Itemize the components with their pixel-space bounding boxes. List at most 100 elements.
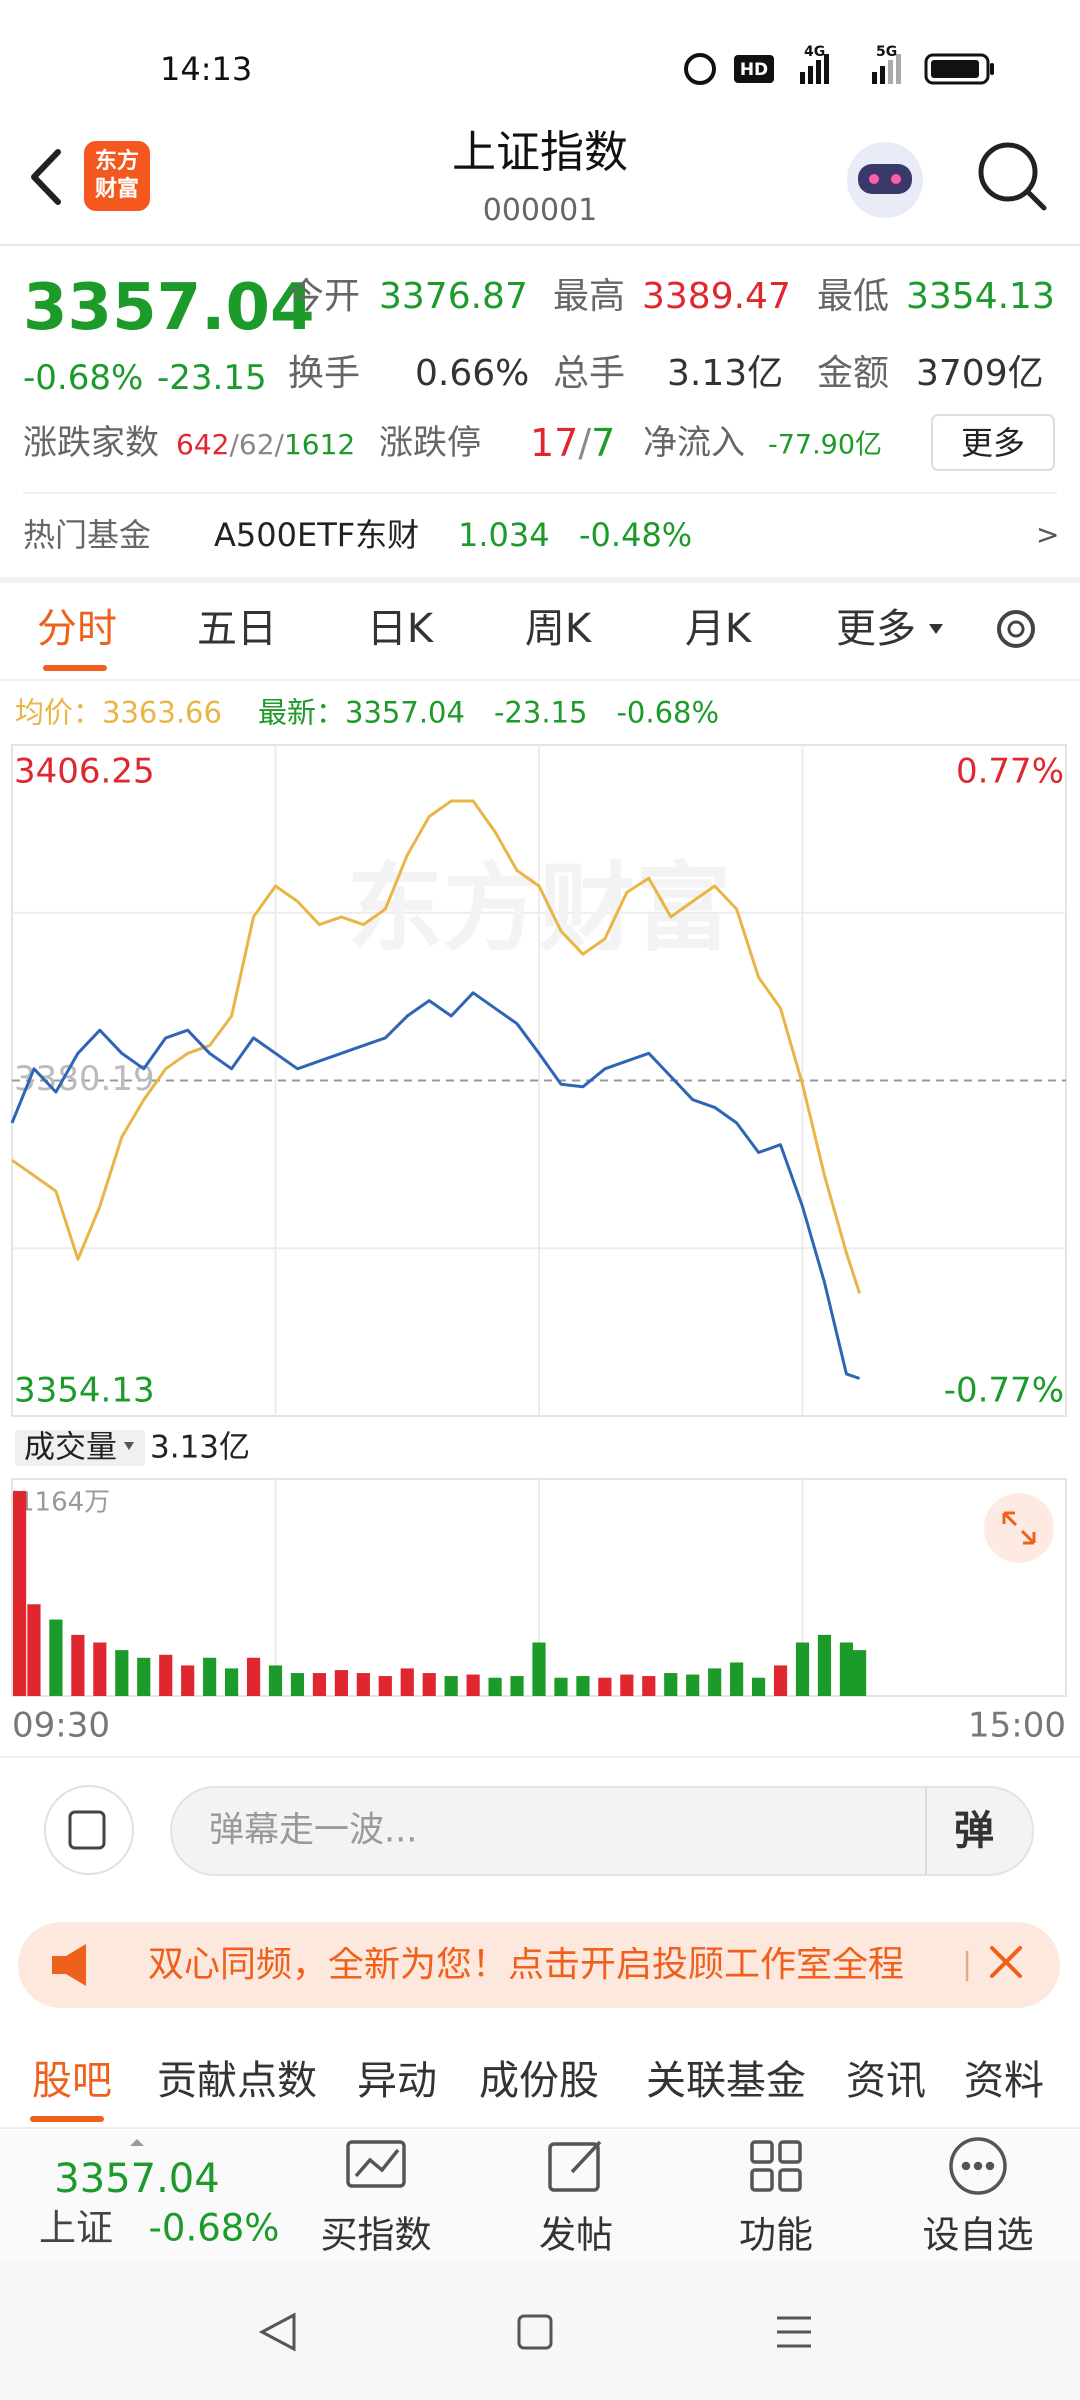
legend-change-pct: -0.68%	[616, 695, 720, 730]
close-banner[interactable]	[990, 1946, 1022, 1978]
danmaku-input[interactable]	[170, 1786, 1034, 1876]
volume-bar	[620, 1674, 634, 1696]
content-tab[interactable]: 贡献点数	[157, 2058, 317, 2104]
content-tab[interactable]: 异动	[357, 2058, 437, 2104]
separator: /	[274, 428, 284, 461]
volume-bar	[853, 1650, 867, 1696]
y-tick-label: 3380.19	[14, 1059, 155, 1099]
separator: /	[578, 421, 592, 465]
volume-bar	[422, 1673, 436, 1696]
volume-bar	[290, 1673, 305, 1696]
legend-value: 3363.66	[102, 695, 222, 730]
stock-code: 000001	[482, 193, 598, 228]
more-label[interactable]: 更多	[960, 424, 1026, 462]
limit-up: 17	[530, 421, 579, 465]
promo-banner[interactable]	[18, 1922, 1060, 2008]
more-button[interactable]	[931, 414, 1055, 471]
stat-value: 3376.87	[379, 276, 528, 317]
chart-tab[interactable]: 更多	[836, 606, 916, 652]
volume-bar	[378, 1676, 392, 1696]
volume-bar	[576, 1676, 590, 1696]
chart-tab[interactable]: 月K	[684, 606, 752, 652]
danmaku-placeholder[interactable]: 弹幕走一波...	[209, 1810, 418, 1851]
fund-change: -0.48%	[579, 516, 693, 554]
danmaku-settings[interactable]	[44, 1785, 134, 1875]
volume-bar	[93, 1642, 107, 1696]
volume-bar	[224, 1668, 239, 1696]
stat-label: 金额	[817, 353, 890, 394]
nav-menu[interactable]	[777, 2316, 811, 2348]
volume-bar	[334, 1670, 348, 1696]
stat-label: 换手	[288, 353, 361, 394]
x-tick-label: 09:30	[12, 1706, 110, 1746]
nav-back[interactable]	[258, 2312, 296, 2352]
action-label[interactable]: 发帖	[539, 2213, 613, 2257]
limit-down: 7	[591, 421, 616, 465]
limit: 17/7	[530, 424, 615, 462]
search-button[interactable]	[978, 142, 1038, 202]
legend-avg: 均价：3363.66	[15, 695, 222, 730]
volume-bar	[312, 1673, 327, 1696]
content-tab[interactable]: 股吧	[32, 2058, 112, 2104]
net-icon: 4G	[804, 44, 825, 60]
action-icons	[346, 2137, 1007, 2195]
volume-bar	[642, 1676, 656, 1696]
app-logo	[84, 141, 150, 211]
volume-bar	[817, 1634, 832, 1696]
volume-bar	[444, 1676, 458, 1696]
watermark: 东方财富	[347, 852, 731, 964]
y-tick-label: 3406.25	[14, 752, 155, 792]
volume-title[interactable]: 成交量	[24, 1429, 117, 1466]
volume-bar	[730, 1662, 744, 1696]
breadth: 642/62/1612	[176, 431, 355, 459]
banner-text[interactable]: 双心同频，全新为您！点击开启投顾工作室全程	[148, 1947, 905, 1983]
volume-bar	[356, 1673, 370, 1696]
volume-bar	[137, 1657, 151, 1696]
action-label[interactable]: 买指数	[320, 2213, 432, 2257]
stat-value: 3.13亿	[667, 353, 784, 394]
x-tick-label: 15:00	[968, 1706, 1066, 1746]
fund-label: 热门基金	[23, 516, 152, 554]
series-line	[10, 991, 861, 1380]
bar-name: 上证	[39, 2206, 113, 2250]
robot-face	[858, 164, 912, 194]
chart-tab[interactable]: 五日	[197, 606, 277, 652]
chart-tab[interactable]: 周K	[524, 606, 592, 652]
action-label[interactable]: 设自选	[922, 2213, 1034, 2257]
volume-bar	[751, 1677, 766, 1696]
breadth-up: 642	[176, 428, 230, 461]
back-button[interactable]	[31, 149, 61, 205]
fund-price: 1.034	[458, 516, 550, 554]
volume-selector[interactable]	[15, 1430, 145, 1466]
danmaku-button[interactable]: 弹	[954, 1808, 994, 1854]
chart-tab[interactable]: 分时	[37, 606, 117, 652]
content-tab[interactable]: 资料	[964, 2058, 1044, 2104]
chart-tab[interactable]: 日K	[366, 606, 434, 652]
content-tab[interactable]: 关联基金	[646, 2058, 806, 2104]
legend-name: 最新：	[258, 695, 346, 730]
settings-button[interactable]	[997, 610, 1035, 648]
fund-arrow[interactable]: >	[1036, 518, 1060, 551]
volume-bar	[488, 1677, 502, 1696]
fund-name[interactable]: A500ETF东财	[214, 516, 420, 554]
expand-button[interactable]	[984, 1493, 1054, 1563]
page-title: 上证指数	[452, 127, 628, 178]
volume-bar	[773, 1665, 788, 1696]
volume-bar	[71, 1634, 85, 1696]
series-line	[11, 799, 862, 1294]
legend-value: 3357.04	[345, 695, 465, 730]
nav-home[interactable]	[517, 2314, 553, 2350]
logo-text: 东方	[94, 149, 140, 174]
stat-value: 3354.13	[906, 276, 1055, 317]
separator: /	[229, 428, 239, 461]
status-icons	[684, 53, 994, 85]
content-tab[interactable]: 资讯	[846, 2058, 926, 2104]
volume-bar	[664, 1673, 678, 1696]
volume-bar	[115, 1650, 129, 1696]
action-label[interactable]: 功能	[739, 2213, 813, 2257]
volume-bar	[686, 1674, 700, 1696]
content-tab[interactable]: 成份股	[479, 2058, 599, 2104]
volume-bar	[49, 1619, 63, 1696]
volume-bar	[268, 1665, 283, 1696]
